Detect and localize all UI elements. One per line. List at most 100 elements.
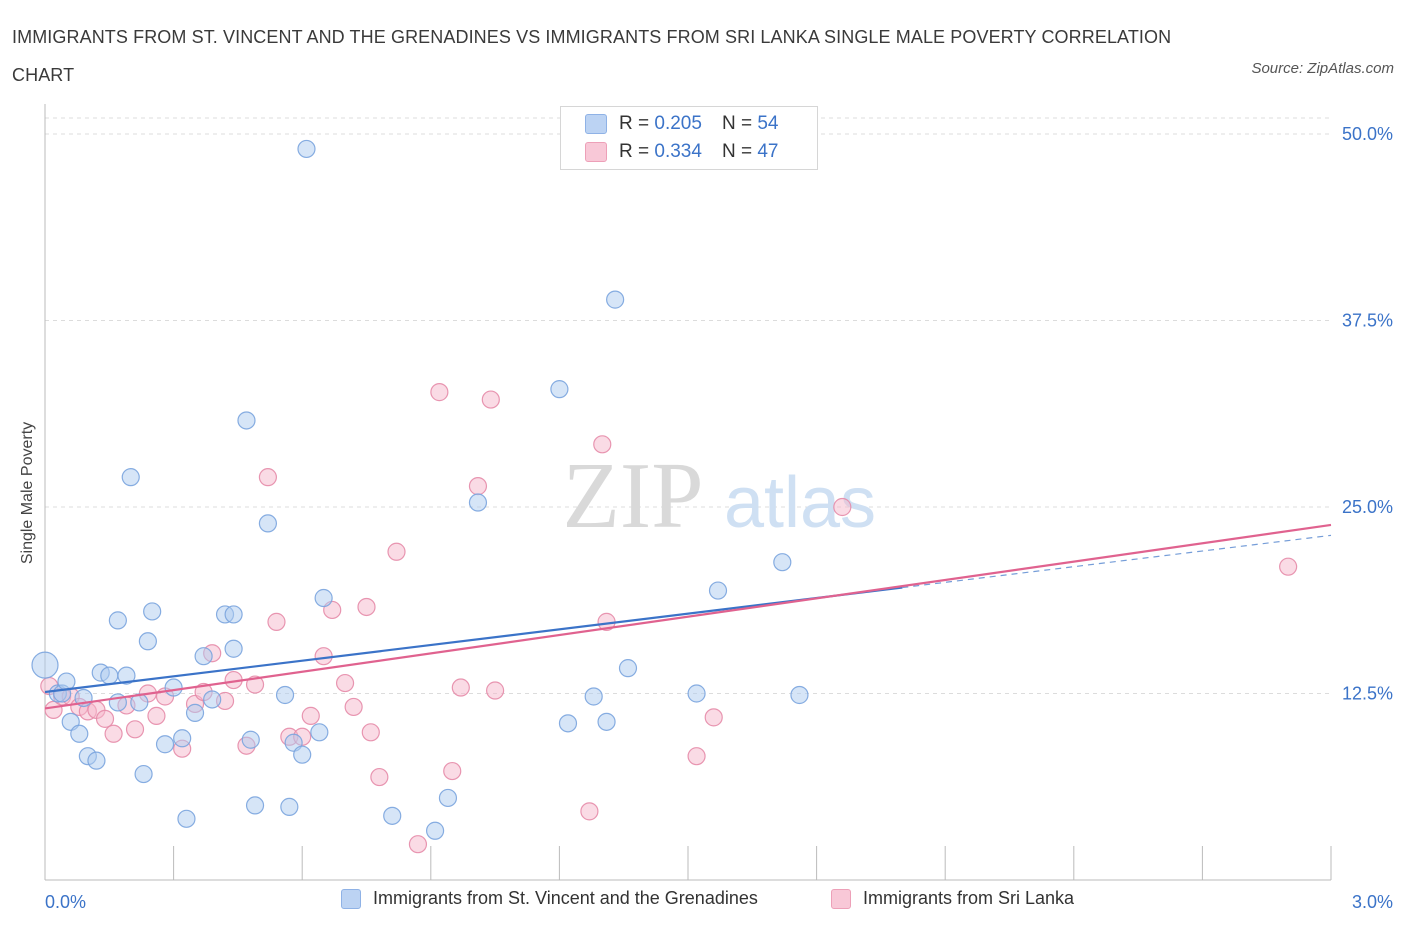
trend-lines	[44, 523, 1332, 710]
st-vincent-point-41	[425, 821, 445, 840]
st-vincent-point-42	[438, 788, 458, 808]
legend-inset-swatch-pink	[585, 142, 607, 162]
sri-lanka-point-7	[95, 709, 115, 728]
sri-lanka-point-35	[408, 835, 428, 854]
st-vincent-point-8	[87, 751, 106, 770]
sri-lanka-point-42	[580, 802, 599, 821]
st-vincent-point-5	[70, 724, 89, 743]
x-tick-label-1: 3.0%	[1352, 892, 1393, 912]
st-vincent-point-44	[550, 380, 569, 399]
st-vincent-point-10	[100, 666, 119, 685]
st-vincent-point-52	[773, 553, 792, 572]
y-tick-label-0: 12.5%	[1342, 684, 1393, 704]
watermark: ZIP atlas	[563, 444, 877, 548]
legend-inset-r-value: 0.205	[654, 113, 702, 134]
trend-line-st-vincent	[44, 586, 903, 694]
legend-inset-r-value: 0.334	[654, 141, 702, 162]
legend-inset-row-pink: R = 0.334 N = 47	[585, 139, 778, 165]
axes	[44, 104, 1332, 881]
st-vincent-point-22	[177, 809, 196, 828]
legend-swatch-pink	[831, 888, 851, 909]
sri-lanka-point-39	[468, 477, 488, 496]
st-vincent-point-46	[584, 687, 603, 706]
sri-lanka-point-31	[357, 597, 376, 617]
st-vincent-point-28	[224, 639, 243, 658]
sri-lanka-point-38	[451, 678, 470, 697]
st-vincent-point-48	[606, 290, 625, 309]
sri-lanka-point-23	[267, 612, 286, 631]
st-vincent-point-27	[224, 605, 243, 624]
legend-inset-r-label: R =	[619, 113, 650, 134]
legend-inset-swatch-blue	[585, 114, 607, 134]
st-vincent-point-29	[237, 411, 256, 430]
sri-lanka-point-46	[704, 708, 723, 727]
st-vincent-point-49	[618, 659, 638, 678]
st-vincent-point-45	[558, 714, 578, 733]
sri-lanka-point-27	[314, 647, 333, 666]
st-vincent-point-40	[383, 806, 402, 825]
sri-lanka-point-26	[301, 706, 320, 725]
legend-item-st-vincent: Immigrants from St. Vincent and the Gren…	[341, 888, 758, 909]
st-vincent-point-23	[185, 703, 205, 722]
st-vincent-point-33	[275, 685, 295, 705]
trend-line-st-vincent-extension	[902, 534, 1332, 589]
st-vincent-point-30	[241, 730, 260, 749]
series-sri-lanka-points	[40, 383, 1298, 854]
sri-lanka-point-12	[147, 706, 166, 725]
st-vincent-point-31	[245, 796, 265, 815]
tick-labels: 12.5% 25.0% 37.5% 50.0% 0.0% 3.0%	[45, 124, 1393, 912]
legend-swatch-blue	[341, 888, 361, 909]
sri-lanka-point-34	[387, 542, 406, 561]
y-tick-label-2: 37.5%	[1342, 311, 1393, 331]
st-vincent-point-38	[310, 723, 329, 742]
sri-lanka-point-43	[593, 435, 612, 454]
st-vincent-point-47	[597, 712, 616, 731]
trend-line-sri-lanka	[44, 523, 1332, 710]
y-tick-label-3: 50.0%	[1342, 124, 1393, 144]
legend-inset-n-value: 54	[757, 113, 779, 134]
sri-lanka-point-48	[1279, 557, 1298, 576]
sri-lanka-point-37	[443, 761, 462, 781]
watermark-zip: ZIP	[563, 444, 704, 548]
legend-label-sri-lanka: Immigrants from Sri Lanka	[863, 888, 1075, 908]
sri-lanka-point-45	[687, 747, 706, 766]
st-vincent-point-17	[138, 632, 157, 651]
x-tick-label-0: 0.0%	[45, 892, 86, 912]
st-vincent-point-19	[155, 735, 175, 754]
legend-inset-n-label: N =	[721, 113, 753, 134]
st-vincent-point-34	[280, 797, 299, 816]
sri-lanka-point-40	[481, 390, 500, 409]
legend-inset-r-label: R =	[619, 141, 650, 162]
sri-lanka-point-10	[125, 720, 145, 739]
legend-label-st-vincent: Immigrants from St. Vincent and the Gren…	[373, 888, 758, 908]
st-vincent-point-39	[314, 588, 333, 608]
st-vincent-point-21	[173, 729, 192, 748]
y-tick-label-1: 25.0%	[1342, 497, 1393, 517]
legend-inset: R = 0.205 N = 54 R = 0.334 N = 47	[560, 106, 818, 170]
st-vincent-point-36	[293, 745, 312, 764]
sri-lanka-point-22	[258, 468, 278, 487]
sri-lanka-point-36	[430, 383, 449, 402]
legend-bottom: Immigrants from St. Vincent and the Gren…	[0, 888, 1406, 918]
chart-title: IMMIGRANTS FROM ST. VINCENT AND THE GREN…	[12, 27, 1172, 85]
sri-lanka-point-32	[361, 723, 380, 742]
st-vincent-point-18	[143, 602, 162, 621]
st-vincent-point-12	[108, 611, 127, 630]
sri-lanka-point-33	[370, 767, 389, 787]
legend-inset-n-label: N =	[721, 141, 753, 162]
st-vincent-point-3	[57, 672, 76, 691]
st-vincent-point-13	[117, 666, 136, 685]
st-vincent-point-50	[687, 684, 706, 703]
st-vincent-point-25	[203, 690, 222, 709]
series-st-vincent-points	[31, 139, 809, 840]
legend-item-sri-lanka: Immigrants from Sri Lanka	[831, 888, 1074, 909]
sri-lanka-point-29	[335, 673, 355, 693]
st-vincent-point-37	[297, 139, 316, 159]
legend-inset-n-value: 47	[757, 141, 779, 162]
st-vincent-point-32	[258, 514, 278, 533]
legend-inset-row-blue: R = 0.205 N = 54	[585, 111, 778, 137]
sri-lanka-point-8	[104, 724, 123, 743]
st-vincent-point-16	[134, 764, 153, 784]
watermark-atlas: atlas	[724, 463, 876, 543]
